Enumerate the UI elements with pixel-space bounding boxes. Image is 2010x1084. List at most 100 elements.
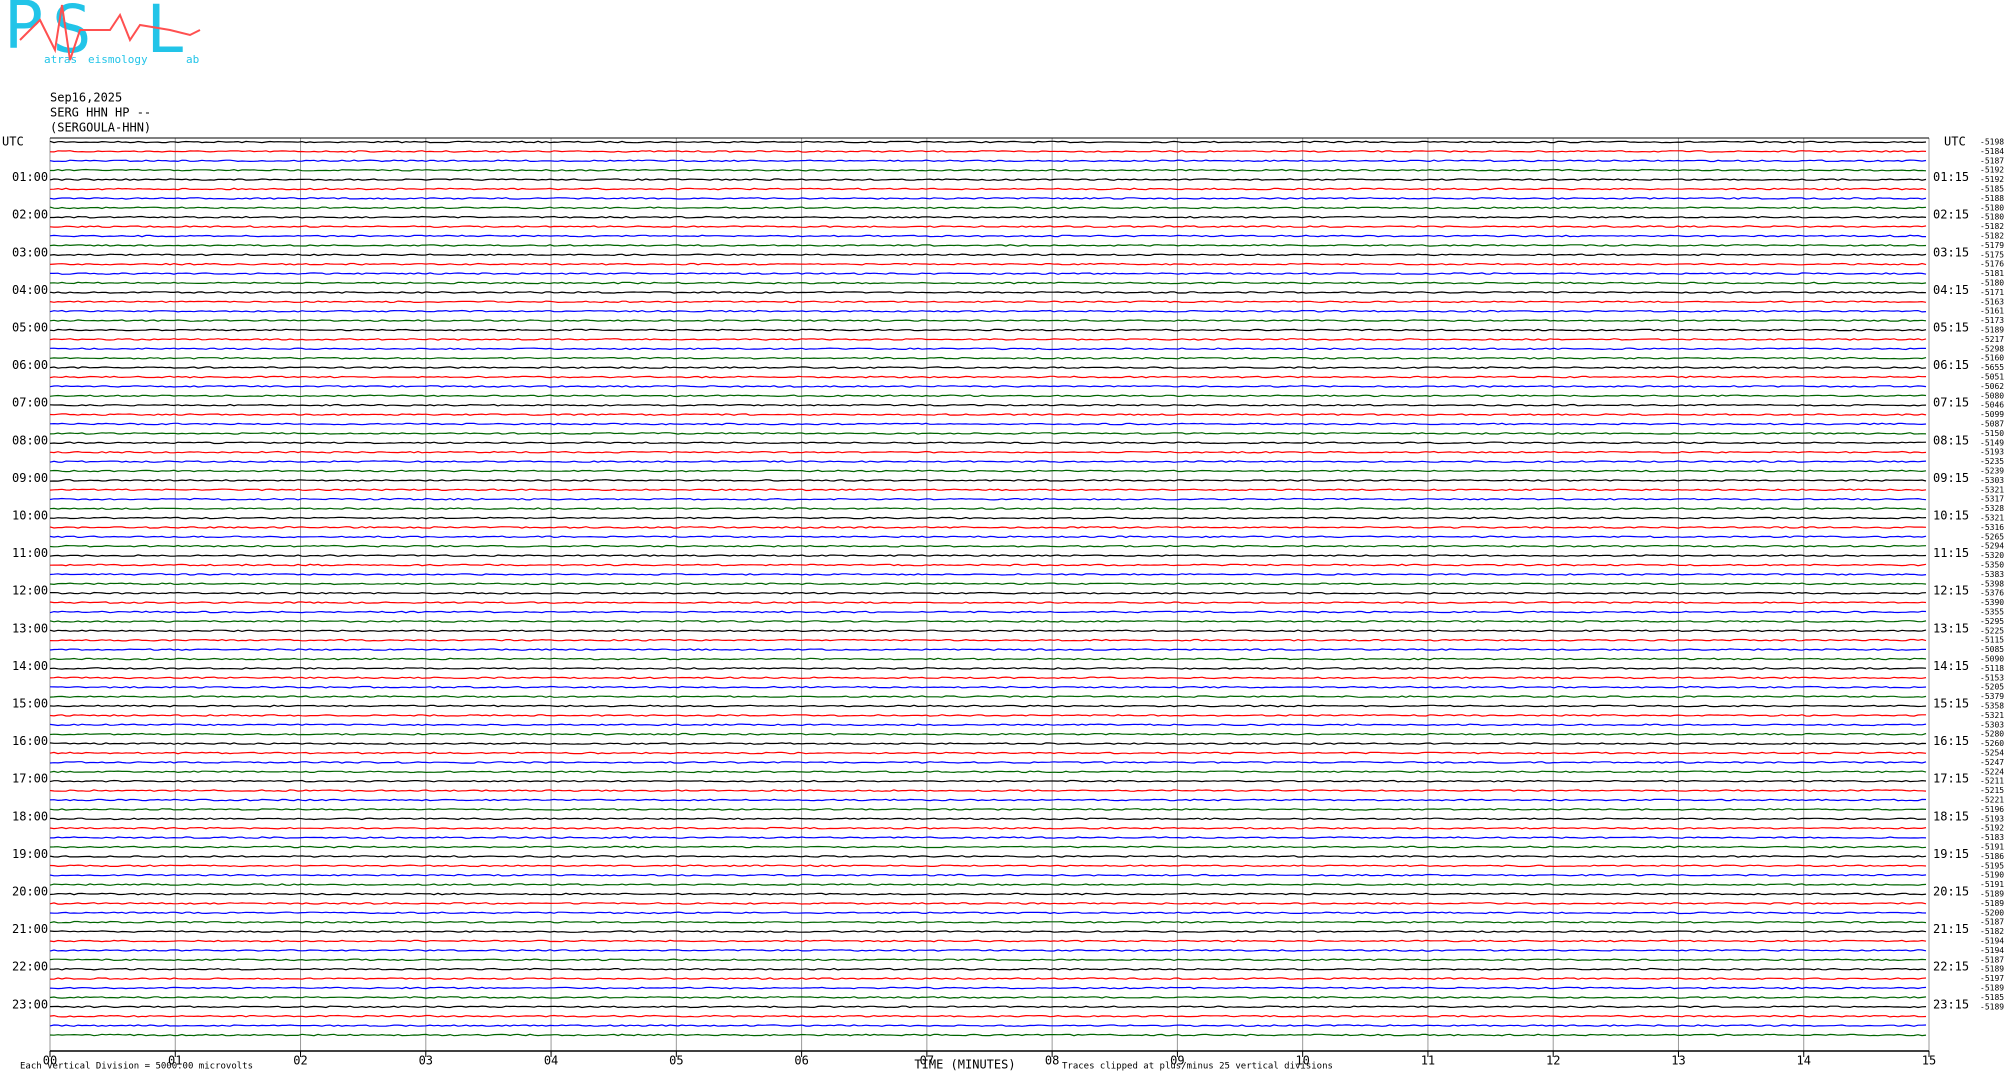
trace-offset: -5321	[1980, 485, 2004, 494]
trace	[49, 657, 1927, 661]
trace	[49, 798, 1927, 802]
trace-offset: -5150	[1980, 429, 2004, 438]
trace-offset: -5190	[1980, 871, 2004, 880]
trace	[49, 488, 1927, 492]
trace	[49, 403, 1927, 407]
hour-label-right: 15:15	[1933, 697, 1969, 711]
clip-note: Traces clipped at plus/minus 25 vertical…	[1062, 1062, 1333, 1072]
hour-label-right: 02:15	[1933, 208, 1969, 222]
trace-offset: -5192	[1980, 824, 2004, 833]
trace	[49, 281, 1927, 285]
trace	[49, 197, 1927, 200]
trace	[50, 215, 1927, 219]
trace-offset: -5180	[1980, 203, 2004, 212]
trace-offset: -5160	[1980, 354, 2004, 363]
hour-label-right: 08:15	[1933, 433, 1969, 447]
trace-offset: -5383	[1980, 570, 2004, 579]
trace	[49, 1014, 1927, 1018]
hour-label-right: 19:15	[1933, 847, 1969, 861]
trace-offset: -5182	[1980, 927, 2004, 936]
trace-offset: -5062	[1980, 382, 2004, 391]
trace-offset: -5398	[1980, 579, 2004, 588]
trace-offset: -5185	[1980, 993, 2004, 1002]
trace-offset: -5316	[1980, 523, 2004, 532]
trace	[49, 1033, 1927, 1037]
trace	[49, 742, 1927, 745]
hour-label-right: 23:15	[1933, 997, 1969, 1011]
trace	[49, 667, 1927, 670]
hour-label-right: 11:15	[1933, 546, 1969, 560]
trace-offset: -5182	[1980, 222, 2004, 231]
hour-label: 09:00	[12, 471, 48, 485]
trace-offset: -5090	[1980, 655, 2004, 664]
trace	[49, 920, 1927, 924]
trace-offset: -5175	[1980, 250, 2004, 259]
x-tick-label: 08	[1045, 1054, 1059, 1068]
trace-offset: -5180	[1980, 279, 2004, 288]
trace	[49, 244, 1927, 247]
trace	[49, 582, 1927, 586]
hour-label-right: 04:15	[1933, 283, 1969, 297]
trace-offset: -5195	[1980, 861, 2004, 870]
logo-word: eismology	[88, 53, 148, 66]
trace-offset: -5224	[1980, 767, 2004, 776]
trace-offset: -5173	[1980, 316, 2004, 325]
trace	[49, 262, 1927, 266]
trace-offset: -5187	[1980, 918, 2004, 927]
trace-offset: -5358	[1980, 702, 2004, 711]
trace-offset: -5115	[1980, 636, 2004, 645]
trace-offset: -5189	[1980, 890, 2004, 899]
trace-offset: -5099	[1980, 410, 2004, 419]
trace-offset: -5171	[1980, 288, 2004, 297]
trace-offset: -5303	[1980, 476, 2004, 485]
trace	[50, 168, 1927, 172]
hour-label: 01:00	[12, 170, 48, 184]
x-tick-label: 00	[43, 1054, 57, 1068]
trace	[49, 911, 1927, 915]
hour-label: 04:00	[12, 283, 48, 297]
trace	[50, 591, 1927, 595]
hour-label: 11:00	[12, 546, 48, 560]
trace	[49, 300, 1927, 304]
trace-offset: -5194	[1980, 937, 2004, 946]
trace	[49, 996, 1927, 999]
trace	[49, 253, 1927, 257]
trace	[49, 526, 1927, 529]
trace	[49, 328, 1927, 332]
trace	[49, 610, 1927, 614]
trace-offset: -5198	[1980, 138, 2004, 147]
hour-label: 05:00	[12, 321, 48, 335]
trace	[49, 394, 1927, 398]
trace	[49, 319, 1927, 322]
trace	[49, 704, 1927, 708]
trace	[49, 178, 1927, 181]
trace-offset: -5197	[1980, 974, 2004, 983]
trace	[49, 902, 1927, 905]
trace-offset: -5185	[1980, 185, 2004, 194]
hour-label-right: 17:15	[1933, 772, 1969, 786]
x-tick-label: 01	[168, 1054, 182, 1068]
trace	[49, 535, 1927, 539]
trace-offset: -5080	[1980, 391, 2004, 400]
trace-offset: -5046	[1980, 401, 2004, 410]
trace	[49, 573, 1927, 576]
trace-offset: -5161	[1980, 307, 2004, 316]
trace	[49, 563, 1927, 567]
trace	[49, 883, 1927, 886]
trace-offset: -5183	[1980, 833, 2004, 842]
x-tick-label: 14	[1797, 1054, 1811, 1068]
trace	[49, 544, 1927, 548]
trace-offset: -5187	[1980, 156, 2004, 165]
trace	[49, 873, 1927, 877]
hour-label: 22:00	[12, 960, 48, 974]
trace-offset: -5189	[1980, 1002, 2004, 1011]
trace-offset: -5200	[1980, 908, 2004, 917]
trace	[49, 638, 1927, 642]
trace	[49, 930, 1927, 933]
trace-offset: -5655	[1980, 363, 2004, 372]
trace-offset: -5298	[1980, 344, 2004, 353]
trace	[49, 206, 1927, 210]
trace-offset: -5189	[1980, 984, 2004, 993]
trace	[49, 159, 1927, 163]
